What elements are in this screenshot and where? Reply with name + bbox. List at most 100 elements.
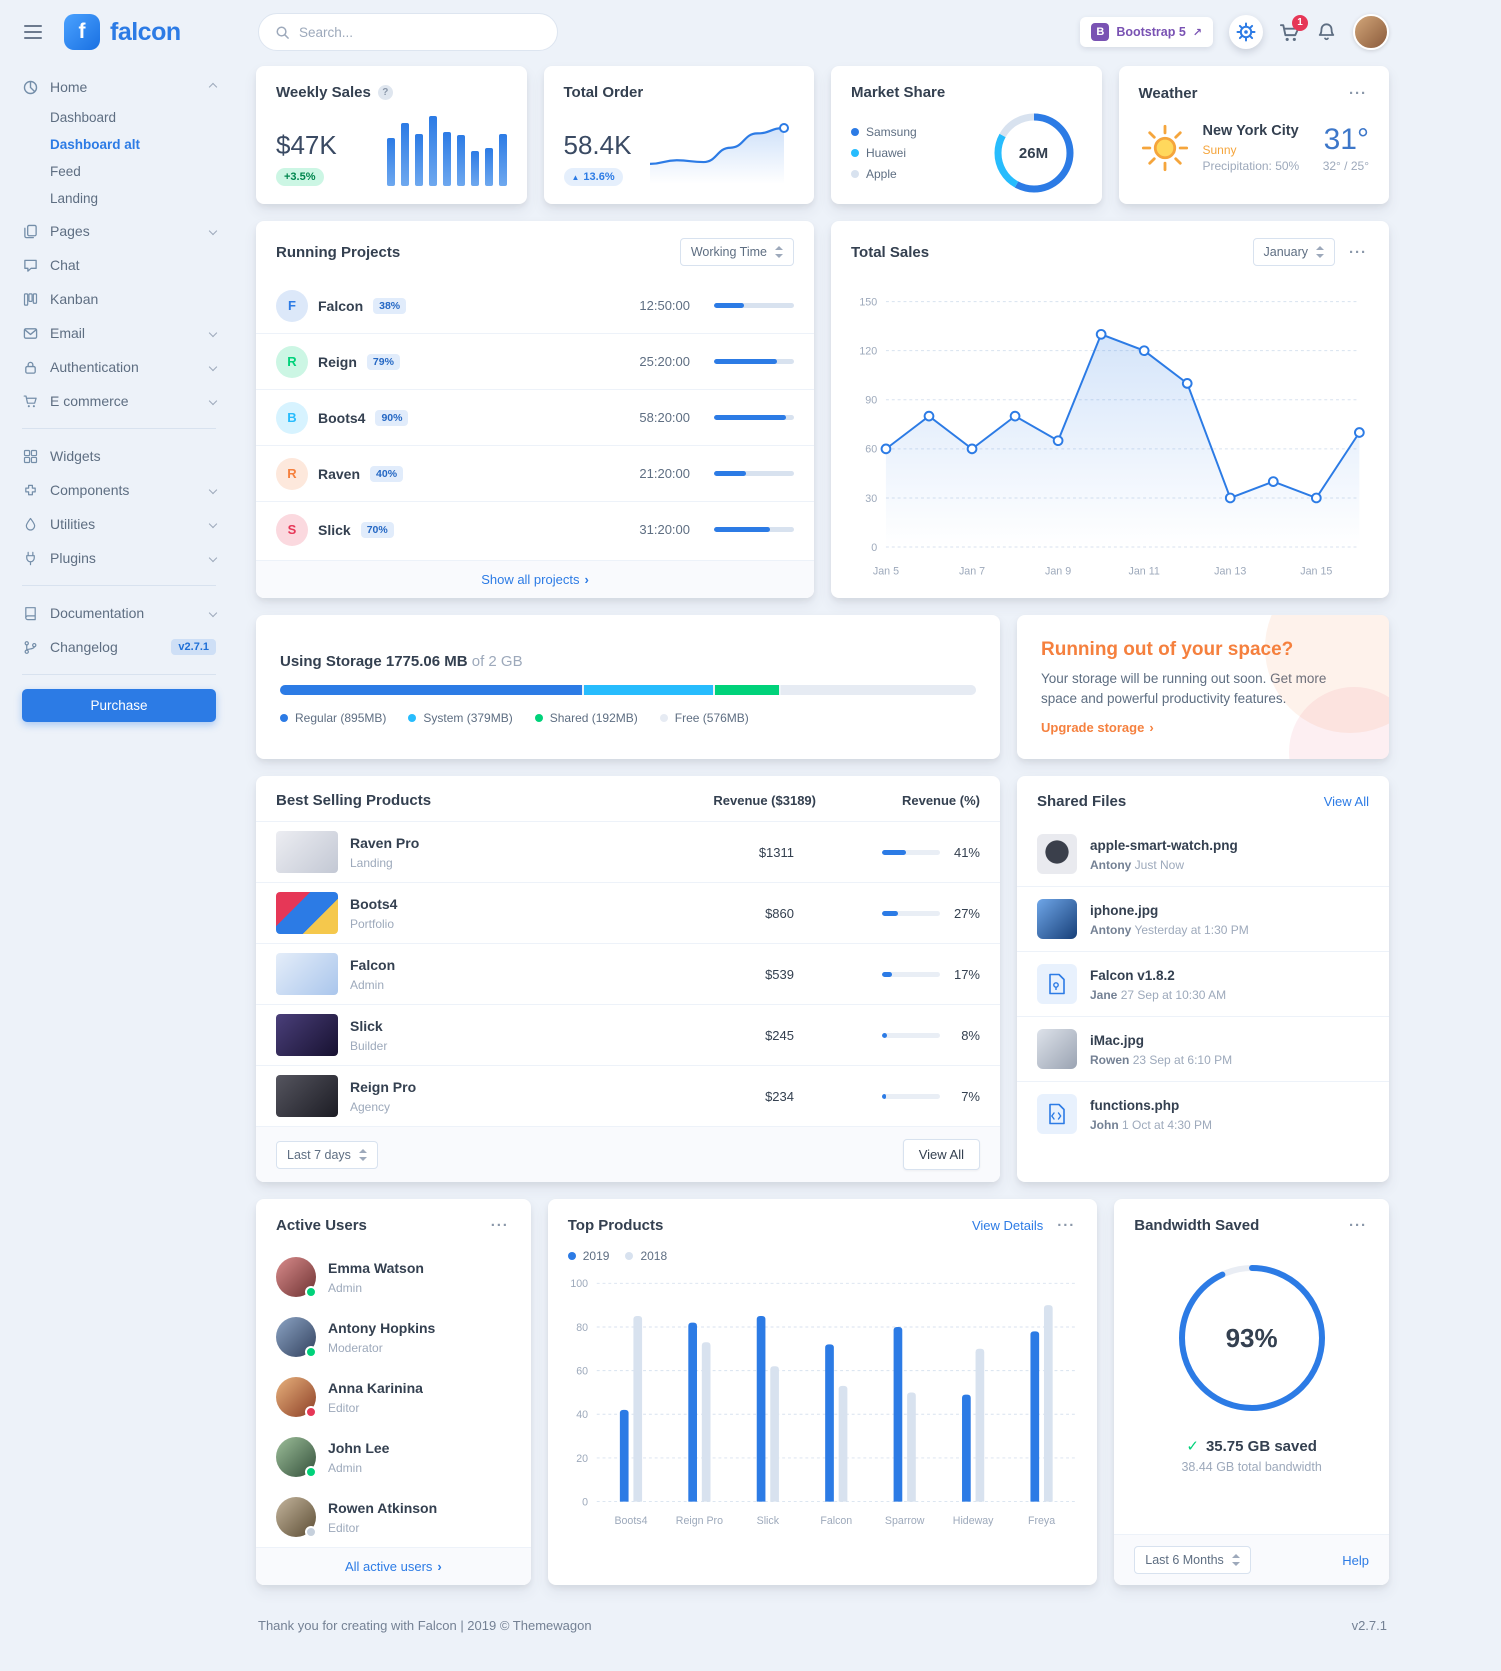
brand-logo[interactable]: f falcon bbox=[64, 14, 181, 50]
sidebar-item-label: Chat bbox=[50, 257, 80, 273]
product-name[interactable]: Slick bbox=[350, 1017, 383, 1034]
top-products-chart: 0 20 40 60 80 100 Boots4 Reign Pro Slick Falcon Sp… bbox=[570, 1278, 1076, 1527]
sidebar-item-email[interactable]: Email bbox=[22, 316, 218, 350]
lock-icon bbox=[22, 360, 39, 375]
project-name[interactable]: Reign bbox=[318, 353, 357, 370]
product-name[interactable]: Reign Pro bbox=[350, 1078, 417, 1095]
file-name[interactable]: Falcon v1.8.2 bbox=[1090, 967, 1175, 983]
sidebar-item-home[interactable]: Home bbox=[22, 70, 218, 104]
user-name[interactable]: Antony Hopkins bbox=[328, 1319, 436, 1336]
storage-card: Using Storage 1775.06 MB of 2 GB Regular… bbox=[256, 615, 1000, 760]
project-name[interactable]: Falcon bbox=[318, 297, 364, 314]
file-name[interactable]: iphone.jpg bbox=[1090, 902, 1159, 918]
svg-text:Sparrow: Sparrow bbox=[885, 1515, 925, 1527]
product-category: Admin bbox=[350, 977, 385, 992]
list-item: iMac.jpg Rowen 23 Sep at 6:10 PM bbox=[1017, 1016, 1389, 1081]
user-name[interactable]: Emma Watson bbox=[328, 1259, 424, 1276]
cart-button[interactable]: 1 bbox=[1279, 14, 1308, 43]
project-name[interactable]: Slick bbox=[318, 521, 351, 538]
sidebar-item-ecommerce[interactable]: E commerce bbox=[22, 384, 218, 418]
sidebar-item-landing[interactable]: Landing bbox=[50, 191, 99, 206]
sidebar-item-chat[interactable]: Chat bbox=[22, 248, 216, 282]
project-name[interactable]: Raven bbox=[318, 465, 361, 482]
sidebar-home-children: Dashboard Dashboard alt Feed Landing bbox=[22, 104, 216, 212]
check-icon: ✓ bbox=[1186, 1438, 1199, 1456]
project-progress bbox=[714, 303, 794, 308]
sidebar-item-pages[interactable]: Pages bbox=[22, 214, 218, 248]
upgrade-storage-link[interactable]: Upgrade storage › bbox=[1041, 720, 1365, 735]
view-all-link[interactable]: View All bbox=[1323, 794, 1369, 810]
chevron-down-icon bbox=[208, 519, 218, 529]
user-status-dot bbox=[305, 1406, 317, 1419]
active-users-menu-button[interactable]: ··· bbox=[490, 1217, 509, 1235]
link-label: Upgrade storage bbox=[1041, 720, 1145, 736]
user-role: Admin bbox=[328, 1280, 363, 1295]
product-revenue: $1311 bbox=[758, 844, 794, 860]
project-name[interactable]: Boots4 bbox=[318, 409, 366, 426]
svg-text:Reign Pro: Reign Pro bbox=[676, 1515, 723, 1527]
sidebar-item-components[interactable]: Components bbox=[22, 473, 218, 507]
svg-text:60: 60 bbox=[576, 1366, 588, 1378]
file-name[interactable]: apple-smart-watch.png bbox=[1090, 837, 1238, 853]
project-time: 31:20:00 bbox=[639, 522, 690, 537]
card-title: Weather bbox=[1138, 85, 1198, 102]
sidebar-item-kanban[interactable]: Kanban bbox=[22, 282, 216, 316]
weekly-sales-card: Weekly Sales ? $47K +3.5% bbox=[256, 66, 527, 204]
month-select[interactable]: January bbox=[1252, 238, 1335, 266]
sidebar-item-plugins[interactable]: Plugins bbox=[22, 541, 218, 575]
user-name[interactable]: Anna Karinina bbox=[328, 1379, 423, 1396]
search-box[interactable] bbox=[258, 13, 558, 51]
sidebar-item-utilities[interactable]: Utilities bbox=[22, 507, 218, 541]
bandwidth-menu-button[interactable]: ··· bbox=[1349, 1217, 1367, 1235]
upgrade-space-banner: Running out of your space? Your storage … bbox=[1017, 615, 1389, 760]
bootstrap-badge[interactable]: B Bootstrap 5 ↗ bbox=[1080, 17, 1213, 47]
file-user: John bbox=[1090, 1117, 1119, 1132]
svg-text:Jan 7: Jan 7 bbox=[959, 565, 985, 577]
hamburger-menu-button[interactable] bbox=[20, 21, 46, 43]
all-active-users-link[interactable]: All active users › bbox=[256, 1547, 531, 1586]
sidebar-item-documentation[interactable]: Documentation bbox=[22, 596, 218, 630]
months-select[interactable]: Last 6 Months bbox=[1134, 1546, 1251, 1575]
sidebar-item-dashboard[interactable]: Dashboard bbox=[50, 110, 117, 125]
notifications-button[interactable] bbox=[1316, 22, 1337, 43]
bandwidth-chart bbox=[1178, 1265, 1325, 1412]
svg-text:60: 60 bbox=[865, 444, 877, 456]
settings-gear-button[interactable] bbox=[1229, 15, 1263, 49]
svg-text:Jan 11: Jan 11 bbox=[1129, 565, 1160, 577]
view-all-button[interactable]: View All bbox=[902, 1139, 980, 1171]
user-avatar[interactable] bbox=[1353, 14, 1389, 50]
sidebar-item-feed[interactable]: Feed bbox=[50, 164, 81, 179]
date-range-select[interactable]: Last 7 days bbox=[276, 1140, 378, 1169]
user-name[interactable]: John Lee bbox=[328, 1439, 390, 1456]
purchase-button[interactable]: Purchase bbox=[22, 689, 216, 722]
help-link[interactable]: Help bbox=[1342, 1552, 1369, 1568]
sidebar-item-changelog[interactable]: Changelog v2.7.1 bbox=[22, 630, 216, 664]
product-name[interactable]: Boots4 bbox=[350, 895, 398, 912]
sidebar-item-widgets[interactable]: Widgets bbox=[22, 439, 216, 473]
working-time-select[interactable]: Working Time bbox=[679, 238, 794, 266]
question-icon[interactable]: ? bbox=[377, 85, 393, 100]
view-details-link[interactable]: View Details bbox=[971, 1218, 1044, 1234]
top-products-menu-button[interactable]: ··· bbox=[1057, 1217, 1076, 1235]
weather-menu-button[interactable]: ··· bbox=[1349, 85, 1367, 102]
sidebar-item-label: Documentation bbox=[50, 605, 145, 621]
user-name[interactable]: Rowen Atkinson bbox=[328, 1499, 438, 1516]
product-name[interactable]: Falcon bbox=[350, 956, 396, 973]
sidebar-item-authentication[interactable]: Authentication bbox=[22, 350, 218, 384]
chevron-down-icon bbox=[208, 396, 218, 406]
project-percent-badge: 79% bbox=[366, 353, 400, 370]
product-name[interactable]: Raven Pro bbox=[350, 834, 420, 851]
total-sales-menu-button[interactable]: ··· bbox=[1349, 243, 1367, 261]
search-input[interactable] bbox=[299, 24, 541, 40]
sidebar-item-dashboard-alt[interactable]: Dashboard alt bbox=[50, 137, 141, 152]
svg-text:150: 150 bbox=[859, 296, 877, 308]
project-percent-badge: 90% bbox=[375, 409, 409, 426]
market-share-legend-dot bbox=[851, 128, 859, 136]
show-all-projects-link[interactable]: Show all projects › bbox=[256, 560, 814, 598]
file-name[interactable]: iMac.jpg bbox=[1090, 1032, 1145, 1048]
svg-text:40: 40 bbox=[576, 1409, 588, 1421]
version-badge: v2.7.1 bbox=[171, 639, 216, 655]
file-name[interactable]: functions.php bbox=[1090, 1097, 1180, 1113]
select-value: January bbox=[1263, 245, 1308, 259]
chevron-down-icon bbox=[208, 362, 218, 372]
